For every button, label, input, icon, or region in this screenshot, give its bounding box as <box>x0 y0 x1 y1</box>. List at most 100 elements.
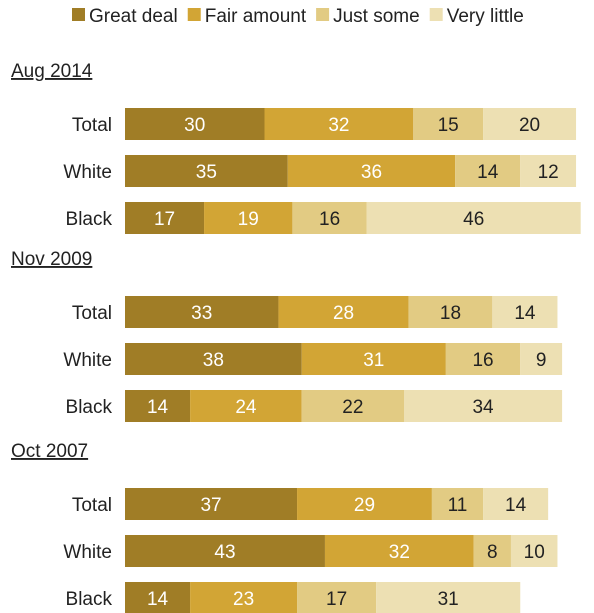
category-label: White <box>63 350 112 371</box>
data-label: 28 <box>333 303 354 324</box>
legend-label-great-deal: Great deal <box>89 6 178 27</box>
bar-segment-very-little <box>404 390 563 422</box>
bar-segment-great-deal <box>125 535 325 567</box>
legend-label-very-little: Very little <box>447 6 524 27</box>
bar-segment-very-little <box>483 488 549 520</box>
data-label: 18 <box>440 303 461 324</box>
data-label: 17 <box>154 209 175 230</box>
data-label: 46 <box>463 209 484 230</box>
bar-segment-just-some <box>473 535 511 567</box>
bar-segment-very-little <box>510 535 558 567</box>
data-label: 33 <box>191 303 212 324</box>
bar-segment-great-deal <box>125 582 191 613</box>
bar-segment-just-some <box>408 296 493 328</box>
bar-segment-just-some <box>301 390 404 422</box>
bar-segment-just-some <box>431 488 484 520</box>
bar-segment-great-deal <box>125 108 265 140</box>
data-label: 24 <box>235 397 257 418</box>
category-label: Black <box>66 209 113 230</box>
legend: Great deal Fair amount Just some Very littl… <box>72 6 524 27</box>
data-label: 15 <box>438 115 459 136</box>
data-label: 17 <box>326 589 347 610</box>
data-label: 19 <box>238 209 259 230</box>
data-label: 36 <box>361 162 382 183</box>
data-label: 8 <box>487 542 498 563</box>
category-label: White <box>63 162 112 183</box>
data-label: 10 <box>524 542 545 563</box>
bar-segment-great-deal <box>125 202 205 234</box>
data-label: 43 <box>214 542 235 563</box>
data-label: 34 <box>472 397 494 418</box>
data-label: 14 <box>514 303 536 324</box>
bar-segment-just-some <box>413 108 484 140</box>
legend-swatch-very-little <box>429 8 443 21</box>
bar-segment-fair-amount <box>278 296 409 328</box>
category-label: White <box>63 542 112 563</box>
bar-row-total: Total 37 29 11 14 <box>72 488 549 520</box>
bar-segment-very-little <box>366 202 581 234</box>
bar-segment-very-little <box>492 296 558 328</box>
bar-segment-fair-amount <box>264 108 414 140</box>
data-label: 14 <box>147 589 169 610</box>
bar-segment-fair-amount <box>190 390 302 422</box>
data-label: 20 <box>519 115 540 136</box>
data-label: 29 <box>354 495 375 516</box>
group-aug-2014: Aug 2014 Total 30 32 15 20 White 35 36 14 12 Black 1… <box>11 61 581 234</box>
chart-groups: Aug 2014 Total 30 32 15 20 White 35 36 14 12 Black 1… <box>11 61 581 613</box>
data-label: 31 <box>363 350 384 371</box>
data-label: 32 <box>389 542 410 563</box>
bar-row-black: Black 14 23 17 31 <box>66 582 521 613</box>
data-label: 23 <box>233 589 254 610</box>
bar-segment-very-little <box>483 108 577 140</box>
legend-swatch-great-deal <box>72 8 85 21</box>
data-label: 14 <box>147 397 169 418</box>
data-label: 35 <box>196 162 217 183</box>
bar-segment-just-some <box>445 343 521 375</box>
legend-swatch-just-some <box>316 8 330 21</box>
group-label: Nov 2009 <box>11 249 92 270</box>
data-label: 38 <box>203 350 224 371</box>
bar-row-white: White 38 31 16 9 <box>63 343 563 375</box>
data-label: 9 <box>536 350 547 371</box>
bar-row-white: White 35 36 14 12 <box>63 155 577 187</box>
legend-swatch-fair-amount <box>187 8 201 21</box>
bar-segment-great-deal <box>125 155 288 187</box>
legend-label-just-some: Just some <box>333 6 420 27</box>
bar-segment-great-deal <box>125 343 302 375</box>
data-label: 12 <box>538 162 559 183</box>
data-label: 11 <box>448 495 468 516</box>
group-label: Aug 2014 <box>11 61 93 82</box>
bar-row-black: Black 14 24 22 34 <box>66 390 563 422</box>
group-oct-2007: Oct 2007 Total 37 29 11 14 White 43 32 8 10 Black 14… <box>11 441 558 613</box>
category-label: Black <box>66 397 113 418</box>
bar-segment-fair-amount <box>324 535 474 567</box>
bar-row-white: White 43 32 8 10 <box>63 535 558 567</box>
data-label: 14 <box>505 495 527 516</box>
bar-segment-fair-amount <box>297 488 432 520</box>
bar-row-black: Black 17 19 16 46 <box>66 202 581 234</box>
bar-segment-very-little <box>376 582 521 613</box>
bar-segment-very-little <box>520 155 577 187</box>
legend-label-fair-amount: Fair amount <box>205 6 307 27</box>
category-label: Total <box>72 115 112 136</box>
bar-segment-just-some <box>455 155 521 187</box>
data-label: 16 <box>319 209 340 230</box>
category-label: Total <box>72 303 112 324</box>
bar-segment-fair-amount <box>287 155 456 187</box>
data-label: 32 <box>328 115 349 136</box>
bar-segment-fair-amount <box>301 343 446 375</box>
data-label: 22 <box>342 397 363 418</box>
data-label: 37 <box>200 495 221 516</box>
category-label: Total <box>72 495 112 516</box>
bar-segment-just-some <box>297 582 377 613</box>
bar-segment-great-deal <box>125 296 279 328</box>
bar-segment-great-deal <box>125 488 298 520</box>
data-label: 16 <box>472 350 493 371</box>
group-label: Oct 2007 <box>11 441 88 462</box>
bar-segment-fair-amount <box>190 582 298 613</box>
category-label: Black <box>66 589 113 610</box>
data-label: 31 <box>438 589 459 610</box>
bar-segment-great-deal <box>125 390 191 422</box>
bar-segment-very-little <box>520 343 563 375</box>
